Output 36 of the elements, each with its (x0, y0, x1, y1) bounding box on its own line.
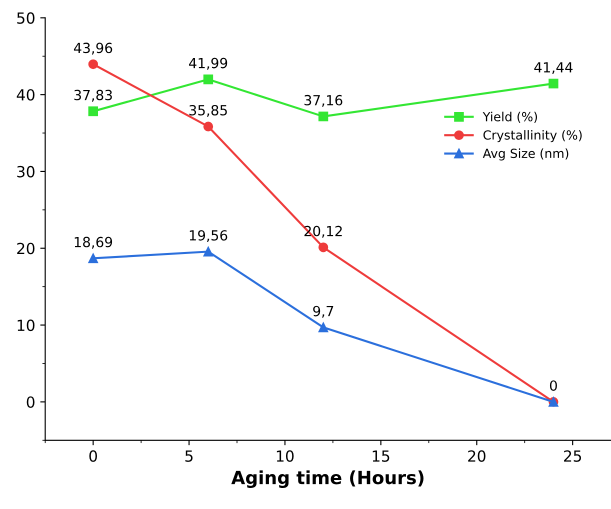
x-tick-label: 5 (185, 450, 193, 462)
point (318, 112, 328, 122)
point (203, 74, 214, 84)
x-tick-label: 20 (468, 450, 486, 462)
x-tick-label: 0 (89, 450, 98, 462)
x-tick-label: 10 (276, 450, 294, 462)
y-tick-label: 50 (17, 12, 34, 24)
legend-label: Crystallinity (%) (483, 130, 582, 142)
data-label: 37,16 (304, 94, 342, 107)
point (318, 242, 328, 252)
x-tick-label: 25 (564, 450, 582, 462)
y-tick-label: 10 (18, 320, 34, 332)
point (203, 246, 214, 256)
x-tick-label: 15 (372, 450, 390, 462)
point (318, 322, 328, 332)
point (88, 59, 98, 70)
data-label: 0 (550, 380, 557, 391)
data-label: 43,96 (74, 42, 112, 55)
point (88, 106, 98, 116)
y-tick-label: 0 (26, 396, 34, 408)
legend-label: Yield (%) (482, 112, 538, 123)
data-label: 18,69 (74, 236, 112, 249)
y-tick-label: 20 (17, 242, 34, 254)
x-axis-title: Aging time (Hours) (231, 470, 424, 488)
legend-label: Avg Size (nm) (482, 148, 568, 161)
data-label: 35,85 (189, 104, 227, 117)
data-label: 19,56 (190, 230, 228, 242)
y-tick-label: 30 (17, 166, 34, 178)
y-tick-label: 40 (16, 89, 34, 101)
data-label: 9,7 (313, 306, 334, 318)
data-label: 41,99 (189, 58, 228, 70)
point (203, 122, 214, 132)
point (88, 253, 98, 264)
data-label: 37,83 (74, 90, 112, 102)
data-label: 41,44 (534, 62, 573, 74)
point (548, 78, 558, 88)
